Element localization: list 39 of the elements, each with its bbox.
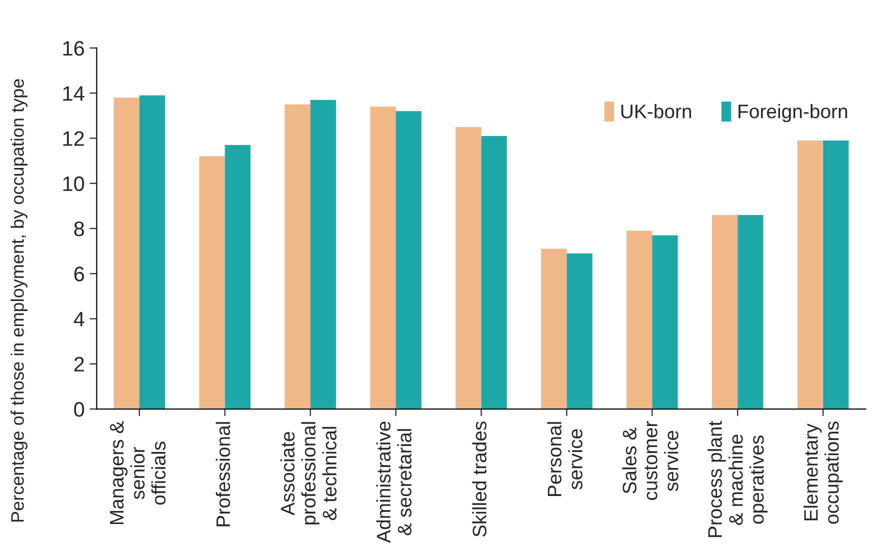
- bar: [199, 156, 225, 410]
- x-tick-label: Skilled trades: [472, 422, 486, 537]
- x-tick-label: Associate professional & technical: [280, 422, 336, 524]
- bar: [566, 253, 592, 410]
- bar: [456, 126, 482, 410]
- bar: [541, 248, 567, 410]
- bar: [370, 106, 396, 410]
- y-tick-label: 4: [74, 312, 84, 326]
- x-tick-label: Process plant & machine operatives: [708, 420, 768, 538]
- x-tick-label: Sales & customer service: [622, 421, 678, 500]
- bar: [823, 140, 849, 410]
- bar: [224, 145, 251, 410]
- x-tick-label: Personal service: [547, 422, 582, 496]
- bar: [626, 230, 652, 410]
- y-tick-label: 10: [63, 176, 84, 192]
- bar: [139, 95, 166, 410]
- bar: [652, 235, 678, 410]
- y-tick-label: 0: [74, 402, 84, 417]
- x-tick-label: Administrative & secretarial: [376, 422, 412, 543]
- bar: [797, 140, 824, 410]
- bar: [738, 214, 764, 410]
- bar: [114, 98, 140, 410]
- bar: [310, 100, 336, 410]
- x-tick-label: Elementary occupations: [804, 422, 843, 524]
- y-tick-label: 6: [74, 266, 84, 282]
- legend-label: Foreign-born: [738, 104, 848, 122]
- y-tick-label: 2: [74, 356, 84, 372]
- y-tick-label: 12: [63, 131, 84, 146]
- y-axis-title: Percentage of those in employment, by occupation type: [10, 79, 28, 522]
- y-tick-label: 8: [74, 222, 84, 236]
- bar: [481, 136, 507, 410]
- x-tick-label: Managers & senior officials: [110, 421, 166, 524]
- bar: [284, 104, 310, 410]
- x-tick-label: Professional: [216, 422, 230, 526]
- bar: [396, 111, 422, 410]
- bar: [712, 214, 738, 410]
- y-tick-label: 14: [63, 86, 84, 101]
- y-tick-label: 16: [63, 40, 84, 56]
- legend-label: UK-born: [621, 104, 692, 118]
